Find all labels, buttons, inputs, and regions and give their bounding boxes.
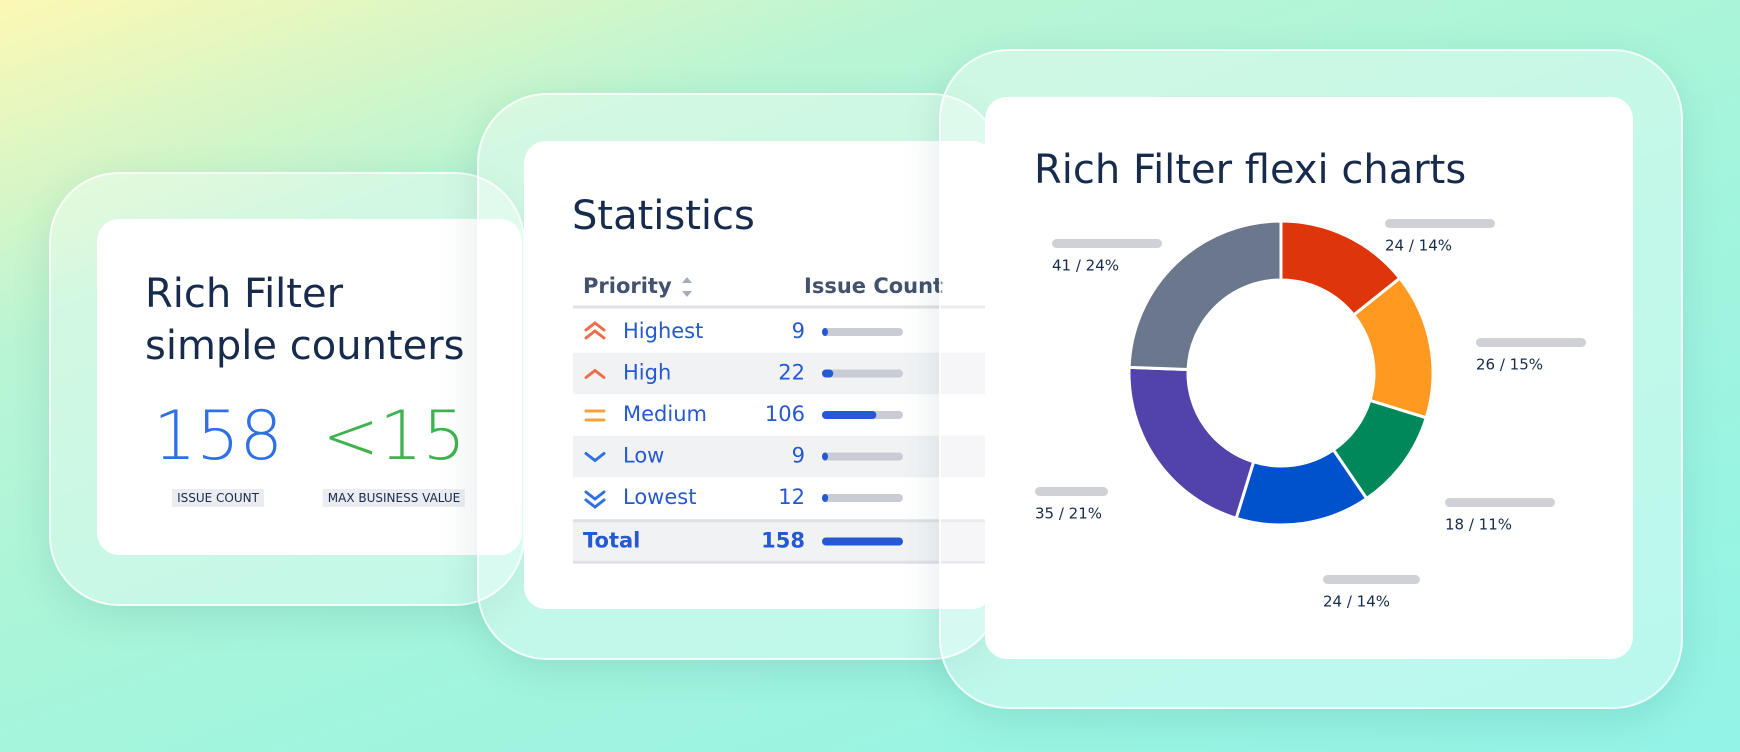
issue-count: 106	[765, 402, 805, 426]
issue-count: 9	[792, 319, 805, 343]
bar-track	[822, 369, 903, 378]
total-name: Total	[583, 529, 640, 553]
label-placeholder	[1052, 239, 1162, 248]
statistics-card: Statistics Priority Issue Count Highest 9 Hi…	[524, 141, 994, 609]
label-placeholder	[1035, 487, 1108, 496]
label-placeholder	[1476, 338, 1586, 347]
counters-title: simple counters	[145, 323, 465, 369]
bar-track	[822, 452, 903, 461]
bar-fill	[822, 537, 903, 546]
donut-chart: 24 / 14% 26 / 15% 18 / 11% 24 / 14% 35 / 21%…	[1035, 219, 1586, 611]
priority-name: Medium	[623, 402, 707, 426]
donut-slice	[1127, 365, 1256, 521]
donut-slice	[1127, 219, 1283, 372]
column-header: Issue Count	[804, 274, 943, 298]
counter-label: MAX BUSINESS VALUE	[322, 489, 466, 507]
counters-title: Rich Filter	[145, 271, 344, 317]
column-header: Priority	[583, 274, 672, 298]
row-background	[573, 435, 994, 478]
bar-track	[822, 328, 903, 336]
bar-fill	[822, 411, 877, 419]
priority-icon	[584, 452, 606, 463]
sort-icon	[682, 277, 692, 297]
counter-value: <15	[322, 397, 466, 476]
chart-card: Rich Filter flexi charts 24 / 14% 26 / 15…	[985, 97, 1633, 659]
priority-icon	[584, 368, 606, 379]
counter-value: 158	[153, 397, 283, 476]
priority-name: Highest	[623, 319, 703, 343]
label-placeholder	[1445, 498, 1555, 507]
slice-label: 24 / 14%	[1323, 593, 1390, 611]
slice-label: 24 / 14%	[1385, 237, 1452, 255]
bar-fill	[822, 452, 828, 461]
counters-card: Rich Filter simple counters 158 ISSUE COU…	[97, 219, 522, 555]
priority-name: High	[623, 361, 671, 385]
statistics-table: Priority Issue Count Highest 9 High 22 Medium 1…	[573, 274, 994, 564]
row-background	[573, 352, 994, 395]
slice-label: 35 / 21%	[1035, 505, 1102, 523]
priority-name: Low	[623, 444, 664, 468]
total-background	[573, 520, 994, 563]
bar-fill	[822, 369, 834, 378]
statistics-title: Statistics	[572, 193, 755, 239]
slice-label: 41 / 24%	[1052, 257, 1119, 275]
slice-label: 18 / 11%	[1445, 516, 1512, 534]
priority-icon	[584, 409, 606, 422]
priority-icon	[584, 490, 606, 509]
slice-label: 26 / 15%	[1476, 356, 1543, 374]
label-placeholder	[1323, 575, 1420, 584]
issue-count: 9	[792, 444, 805, 468]
priority-name: Lowest	[623, 485, 696, 509]
priority-icon	[584, 321, 606, 340]
bar-track	[822, 494, 903, 502]
total-count: 158	[761, 529, 805, 553]
bar-fill	[822, 328, 828, 336]
label-placeholder	[1385, 219, 1495, 228]
counter-label: ISSUE COUNT	[172, 489, 264, 507]
issue-count: 22	[778, 361, 805, 385]
chart-title: Rich Filter flexi charts	[1034, 147, 1467, 193]
issue-count: 12	[778, 485, 805, 509]
bar-fill	[822, 494, 829, 502]
